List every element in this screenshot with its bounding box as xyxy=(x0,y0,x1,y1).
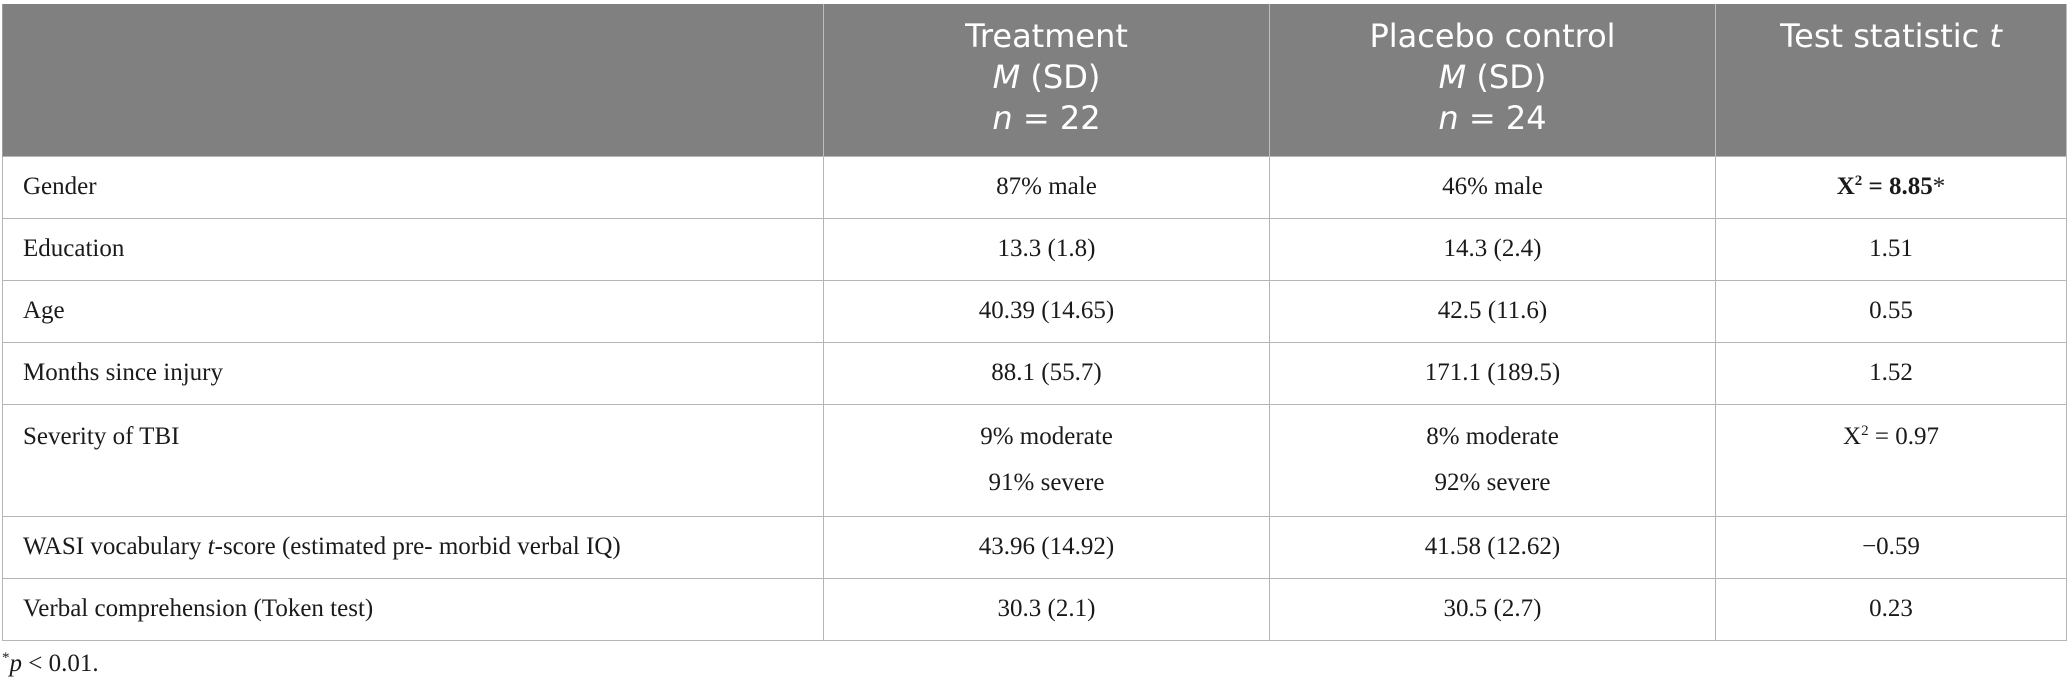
table-row: WASI vocabulary t-score (estimated pre- … xyxy=(2,515,2067,579)
footnote-p-variable: p xyxy=(9,650,23,677)
treatment-severe: 91% severe xyxy=(988,468,1105,496)
header-placebo-title: Placebo control xyxy=(1369,17,1616,55)
stat-cell: 1.51 xyxy=(1715,217,2067,281)
placebo-moderate: 8% moderate xyxy=(1426,422,1559,450)
row-label: Severity of TBI xyxy=(2,403,824,517)
treatment-cell: 87% male xyxy=(823,155,1270,219)
header-test-statistic: Test statistic t xyxy=(1715,4,2067,156)
placebo-cell: 14.3 (2.4) xyxy=(1269,217,1716,281)
treatment-cell: 30.3 (2.1) xyxy=(823,577,1270,641)
footnote-text: < 0.01. xyxy=(22,650,99,677)
significance-mark: * xyxy=(1932,173,1946,200)
header-treatment-m: M xyxy=(992,58,1021,96)
row-label: Months since injury xyxy=(2,341,824,405)
table-row: Months since injury 88.1 (55.7) 171.1 (1… xyxy=(2,341,2067,405)
stat-cell: X2 = 0.97 xyxy=(1715,403,2067,517)
placebo-cell: 171.1 (189.5) xyxy=(1269,341,1716,405)
stat-cell: 0.55 xyxy=(1715,279,2067,343)
t-variable: t xyxy=(207,533,215,560)
placebo-cell: 41.58 (12.62) xyxy=(1269,515,1716,579)
stat-cell: −0.59 xyxy=(1715,515,2067,579)
stat-value: = 8.85 xyxy=(1862,173,1933,200)
chi-symbol: X xyxy=(1836,173,1855,200)
header-placebo-sd: (SD) xyxy=(1466,58,1547,96)
placebo-cell: 8% moderate 92% severe xyxy=(1269,403,1716,517)
row-label: Verbal comprehension (Token test) xyxy=(2,577,824,641)
table-row: Severity of TBI 9% moderate 91% severe 8%… xyxy=(2,403,2067,517)
header-placebo: Placebo control M (SD) n = 24 xyxy=(1269,4,1716,156)
chi-symbol: X xyxy=(1843,422,1862,450)
treatment-cell: 43.96 (14.92) xyxy=(823,515,1270,579)
header-test-title: Test statistic xyxy=(1780,17,1990,55)
chi-superscript: 2 xyxy=(1861,422,1869,439)
footnote-mark: * xyxy=(2,650,10,666)
row-label: Age xyxy=(2,279,824,343)
stat-cell: X2 = 8.85* xyxy=(1715,155,2067,219)
demographics-table: Treatment M (SD) n = 22 Placebo control … xyxy=(2,4,2067,641)
chi-superscript: 2 xyxy=(1854,173,1863,189)
table-row: Gender 87% male 46% male X2 = 8.85* xyxy=(2,155,2067,219)
header-treatment-sd: (SD) xyxy=(1020,58,1101,96)
header-treatment-n: n xyxy=(992,99,1013,137)
header-placebo-m: M xyxy=(1438,58,1467,96)
stat-cell: 0.23 xyxy=(1715,577,2067,641)
row-label: WASI vocabulary t-score (estimated pre- … xyxy=(2,515,824,579)
table-footnote: *p < 0.01. xyxy=(2,650,99,678)
header-test-var: t xyxy=(1989,17,2002,55)
header-placebo-n: n xyxy=(1438,99,1459,137)
header-empty xyxy=(2,4,824,156)
row-label: Education xyxy=(2,217,824,281)
placebo-cell: 30.5 (2.7) xyxy=(1269,577,1716,641)
placebo-cell: 42.5 (11.6) xyxy=(1269,279,1716,343)
header-row: Treatment M (SD) n = 22 Placebo control … xyxy=(2,4,2067,156)
stat-cell: 1.52 xyxy=(1715,341,2067,405)
header-treatment-title: Treatment xyxy=(965,17,1128,55)
stat-value: = 0.97 xyxy=(1868,422,1939,450)
header-treatment: Treatment M (SD) n = 22 xyxy=(823,4,1270,156)
treatment-moderate: 9% moderate xyxy=(980,422,1113,450)
table-row: Age 40.39 (14.65) 42.5 (11.6) 0.55 xyxy=(2,279,2067,343)
treatment-cell: 88.1 (55.7) xyxy=(823,341,1270,405)
header-placebo-n-value: = 24 xyxy=(1458,99,1547,137)
header-treatment-n-value: = 22 xyxy=(1012,99,1101,137)
treatment-cell: 13.3 (1.8) xyxy=(823,217,1270,281)
placebo-severe: 92% severe xyxy=(1434,468,1551,496)
table-row: Verbal comprehension (Token test) 30.3 (… xyxy=(2,577,2067,641)
placebo-cell: 46% male xyxy=(1269,155,1716,219)
row-label: Gender xyxy=(2,155,824,219)
treatment-cell: 9% moderate 91% severe xyxy=(823,403,1270,517)
treatment-cell: 40.39 (14.65) xyxy=(823,279,1270,343)
table-row: Education 13.3 (1.8) 14.3 (2.4) 1.51 xyxy=(2,217,2067,281)
